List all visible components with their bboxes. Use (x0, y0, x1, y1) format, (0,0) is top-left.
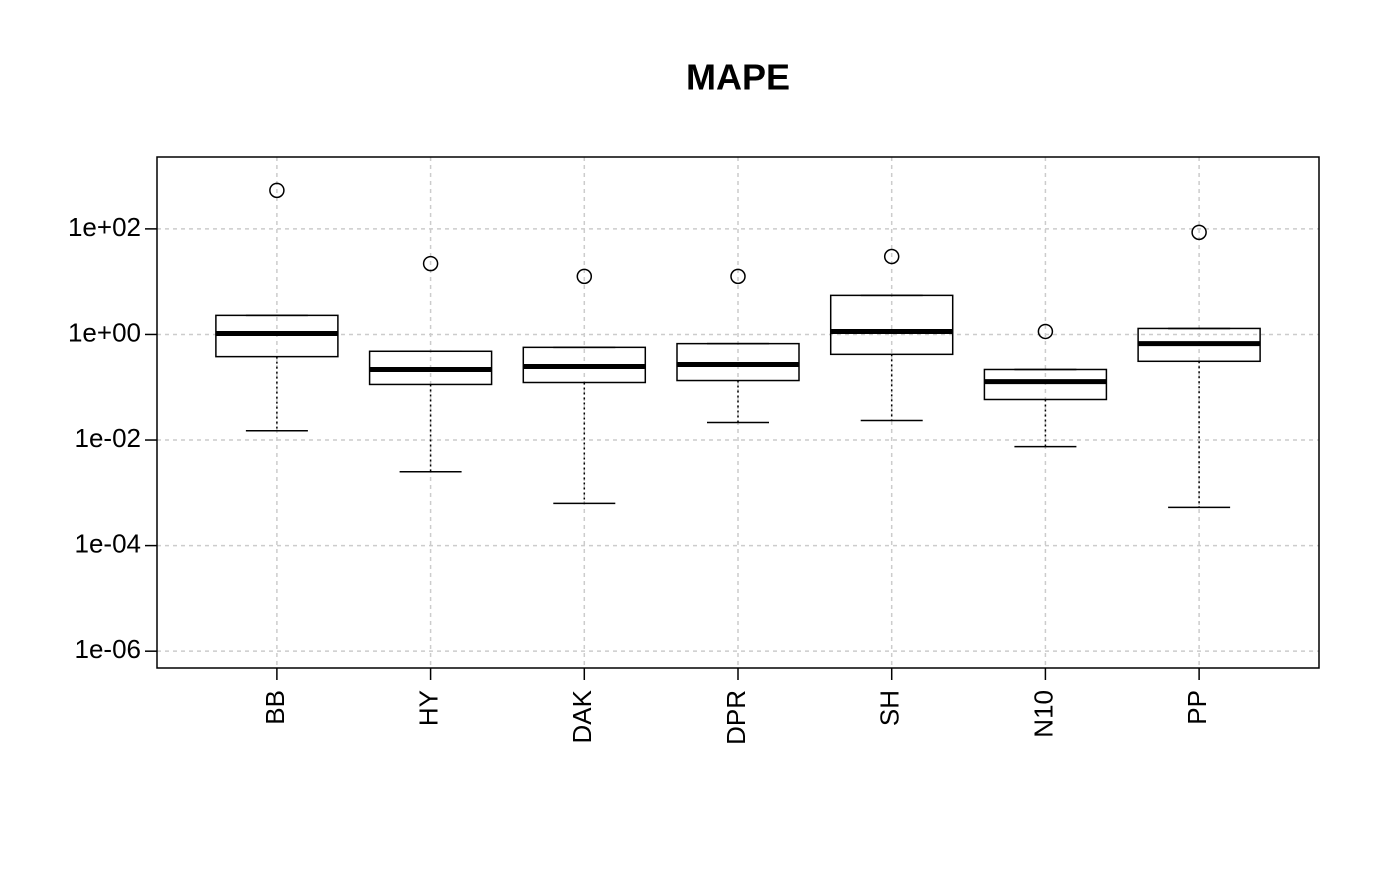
outlier (422, 255, 439, 272)
outlier (576, 268, 593, 285)
x-tick-label: BB (260, 690, 290, 725)
box (829, 294, 954, 356)
box (983, 368, 1108, 401)
y-tick-label: 1e-06 (75, 634, 142, 664)
y-tick-label: 1e+02 (68, 212, 141, 242)
y-tick-label: 1e+00 (68, 317, 141, 347)
chart-title: MAPE (686, 57, 790, 98)
x-tick-label: DAK (567, 689, 597, 743)
outlier (269, 182, 285, 199)
x-tick-label: N10 (1028, 690, 1058, 738)
outlier (883, 248, 900, 265)
plot-frame (156, 156, 1320, 669)
x-tick-label: PP (1182, 690, 1212, 725)
outlier (1191, 224, 1207, 241)
x-tick-label: SH (875, 690, 905, 726)
outlier (730, 268, 746, 285)
outlier (1037, 323, 1054, 340)
y-tick-label: 1e-02 (75, 423, 142, 453)
y-tick-label: 1e-04 (75, 528, 142, 558)
x-tick-label: HY (413, 690, 443, 726)
x-tick-label: DPR (721, 690, 751, 745)
